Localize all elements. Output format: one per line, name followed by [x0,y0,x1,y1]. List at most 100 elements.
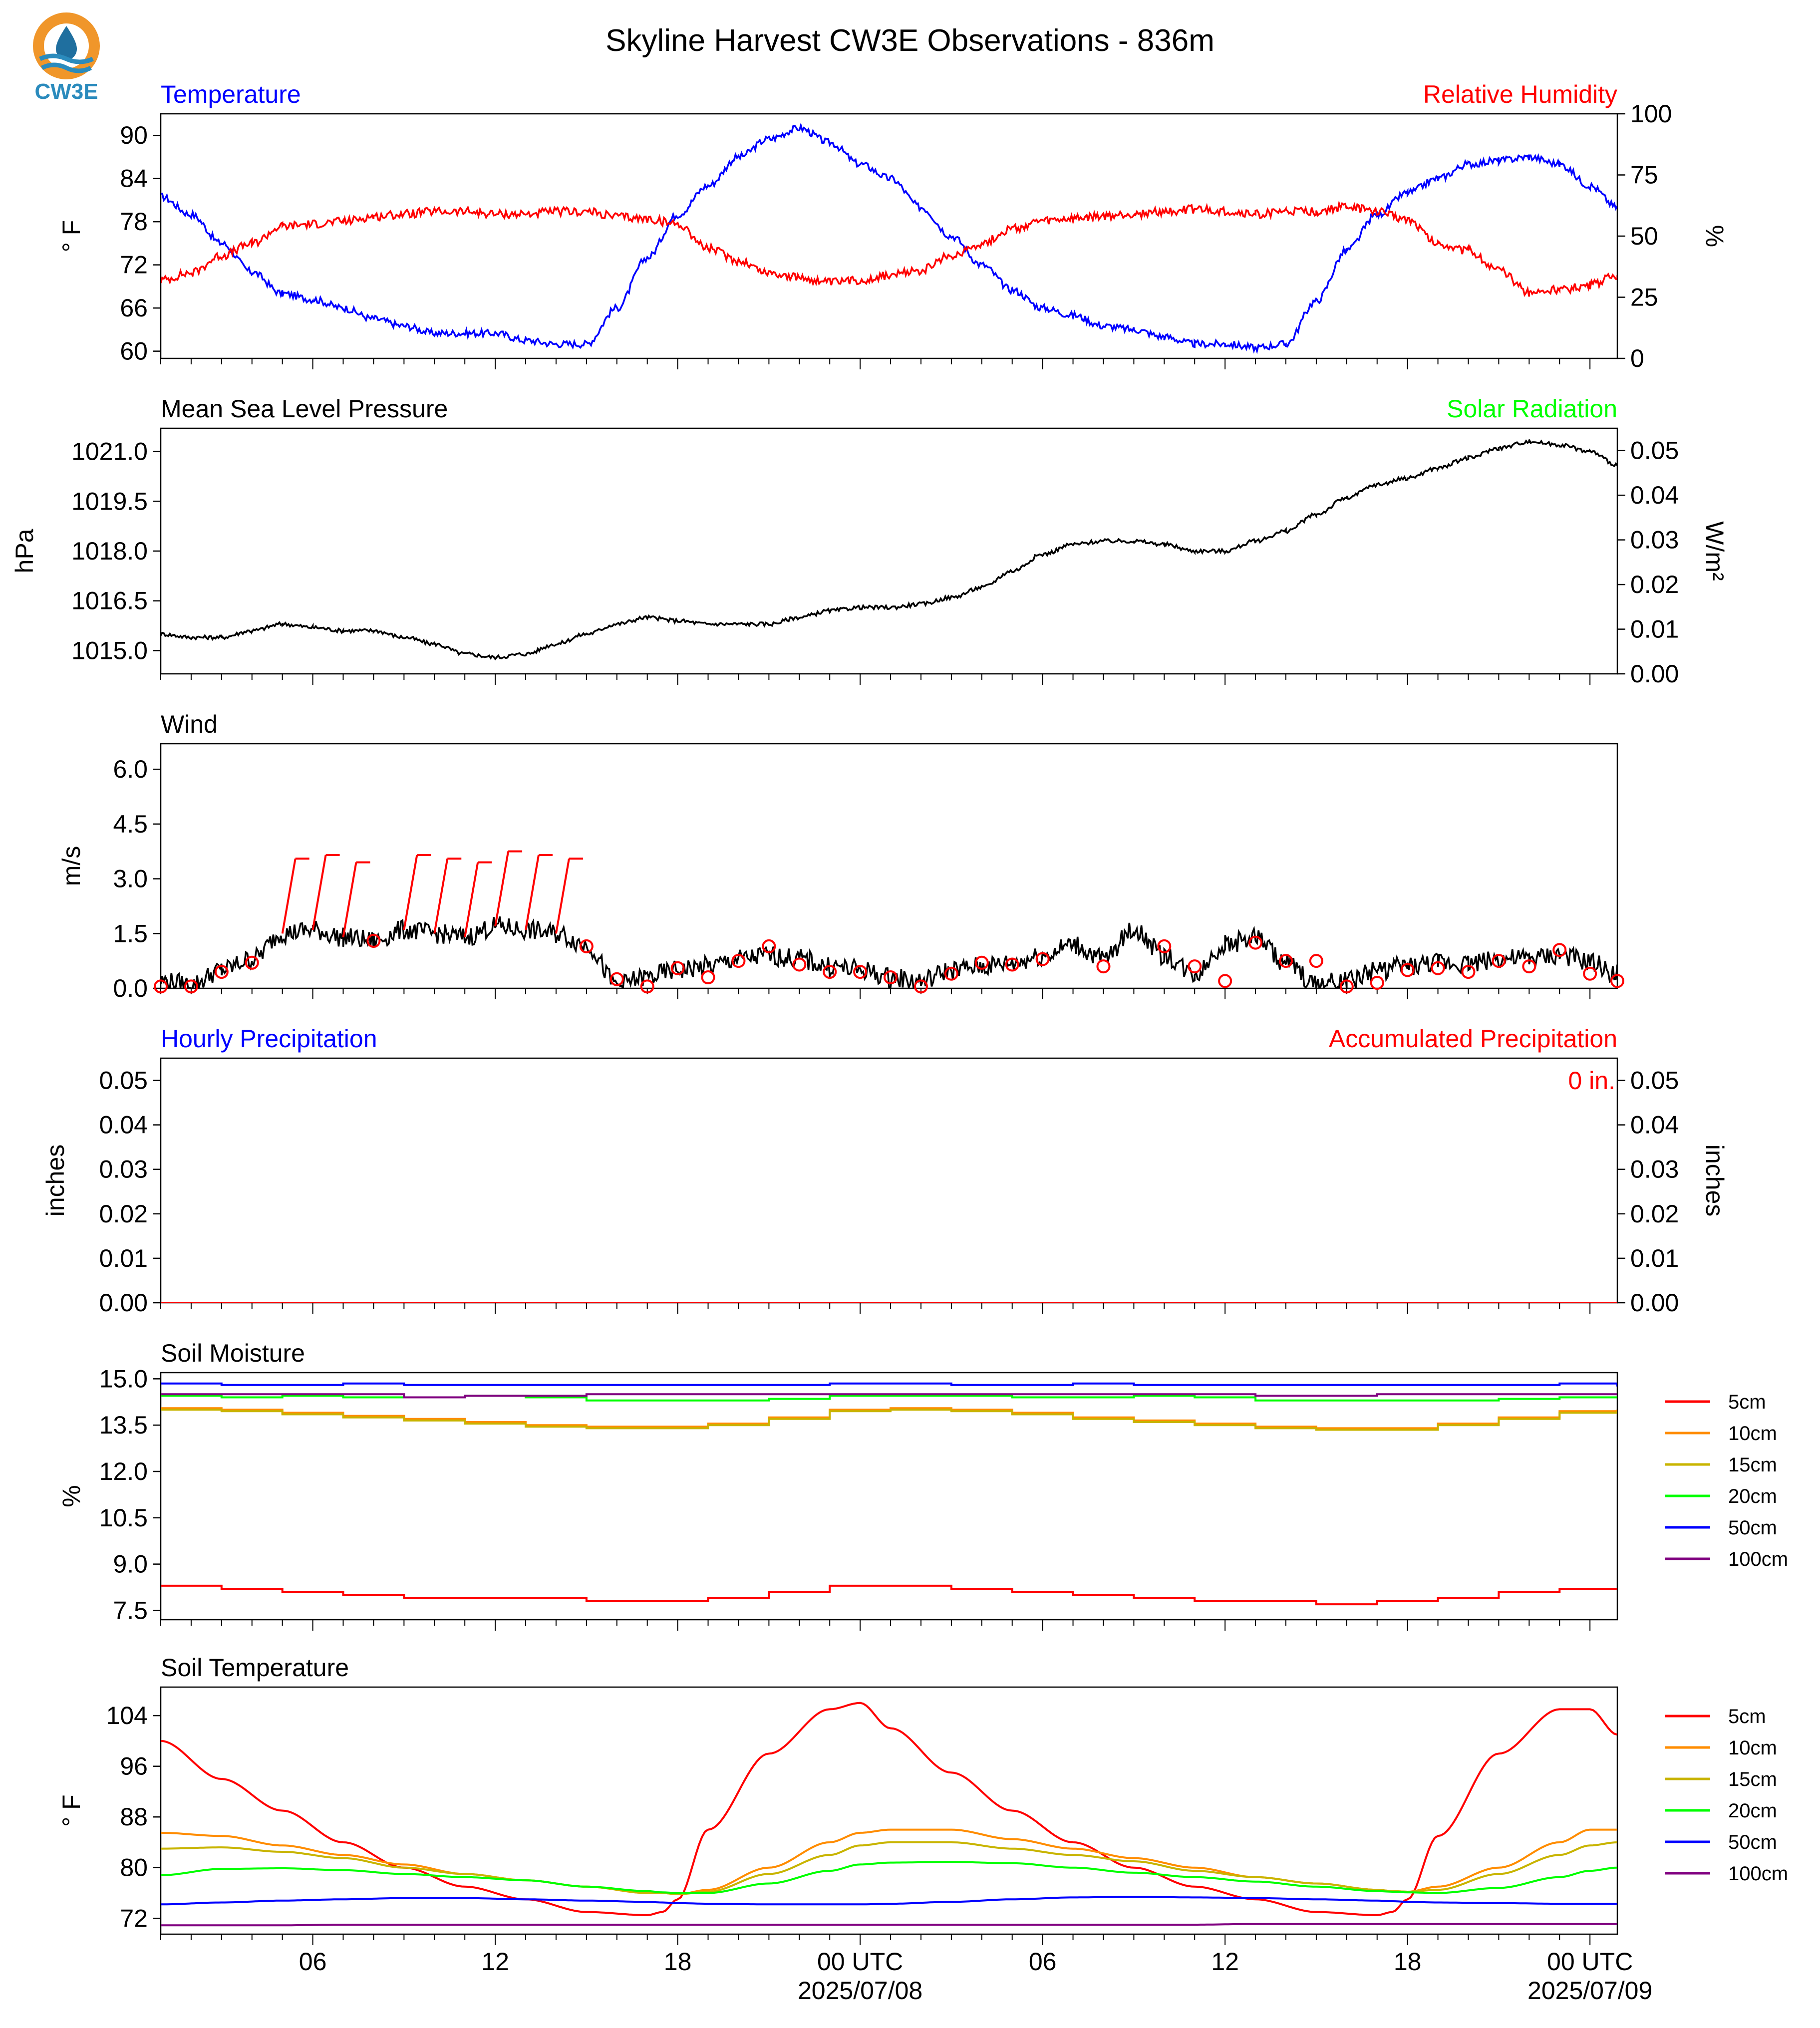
series-20cm [161,1395,1617,1402]
y-tick-label: 72 [120,251,148,279]
legend-label-10cm: 10cm [1728,1737,1777,1759]
series-20cm [161,1861,1617,1894]
y2-tick-label: 0.02 [1630,1200,1679,1228]
y2-tick-label: 0.00 [1630,660,1679,688]
y-axis-label: % [57,1485,85,1507]
y-tick-label: 13.5 [99,1411,148,1439]
y-tick-label: 0.02 [99,1200,148,1228]
y2-tick-label: 50 [1630,222,1658,250]
x-tick-label: 12 [1211,1948,1239,1976]
panel-temperature: Temperature Relative Humidity 60 66 72 78 84 90… [57,80,1729,372]
panel-frame [160,113,1618,359]
y2-tick-label: 0.00 [1630,1289,1679,1317]
y2-tick-label: 0.03 [1630,526,1679,554]
y-axis-label: hPa [10,529,38,573]
panel-soil_moisture: Soil Moisture 7.5 9.0 10.5 12.0 13.5 15.0% [57,1339,1618,1631]
panel-wind: Wind 0.0 1.5 3.0 4.5 6.0 m/s [57,710,1624,1002]
x-tick-label: 06 [1029,1948,1057,1976]
y-tick-label: 0.0 [113,974,148,1002]
wind-calm-marker [944,966,958,981]
series-15cm [161,1409,1617,1431]
wind-calm-marker [731,954,746,968]
wind-calm-marker [974,955,989,970]
y-tick-label: 96 [120,1752,148,1780]
series-5cm [161,1584,1617,1606]
y-tick-label: 84 [120,165,148,193]
wind-calm-marker [245,955,259,970]
wind-calm-marker [853,965,868,979]
series-100cm [161,1923,1617,1927]
y-tick-label: 1018.0 [71,537,148,565]
panel-frame [160,1057,1618,1304]
wind-calm-marker [579,939,594,953]
wind-calm-marker [1248,935,1263,950]
wind-calm-marker [701,970,715,985]
accumulated-total-label: 0 in. [1568,1067,1615,1095]
wind-calm-marker [1339,979,1354,994]
x-date-label: 2025/07/09 [1527,1977,1652,2005]
panel-title-right: Accumulated Precipitation [1329,1025,1617,1053]
y-tick-label: 0.03 [99,1156,148,1183]
x-tick-label: 12 [481,1948,509,1976]
y2-tick-label: 0.02 [1630,571,1679,598]
x-date-label: 2025/07/08 [798,1977,922,2005]
wind-calm-marker [640,979,654,994]
y2-tick-label: 75 [1630,161,1658,189]
x-tick-label: 06 [299,1948,327,1976]
wind-barb-shaft [433,858,449,934]
series-50cm [161,1382,1617,1387]
y-axis-label: ° F [57,1794,85,1826]
panel-soil_temperature: Soil Temperature 72 80 88 96 104 ° F [57,1654,1618,1945]
y2-axis-label: % [1701,225,1729,247]
y-axis-label: inches [41,1145,69,1217]
y2-tick-label: 0.04 [1630,481,1679,509]
y-tick-label: 1.5 [113,919,148,947]
y-tick-label: 90 [120,121,148,149]
wind-calm-marker [1309,954,1323,968]
y2-tick-label: 0.05 [1630,1067,1679,1095]
wind-calm-marker [1370,976,1384,990]
legend-label-100cm: 100cm [1728,1863,1788,1885]
wind-calm-marker [1005,957,1019,972]
y-tick-label: 80 [120,1854,148,1882]
panel-title-left: Mean Sea Level Pressure [161,395,448,423]
wind-calm-marker [1492,954,1506,968]
y2-axis-label: W/m² [1701,521,1729,580]
series-15cm [161,1841,1617,1896]
panel-title-left: Soil Moisture [161,1339,305,1367]
y-tick-label: 9.0 [113,1550,148,1578]
legend-label-10cm: 10cm [1728,1423,1777,1445]
y-tick-label: 6.0 [113,755,148,783]
figure-title: Skyline Harvest CW3E Observations - 836m [606,23,1214,58]
wind-barb-shaft [281,858,297,934]
panel-title-right: Solar Radiation [1447,395,1617,423]
wind-calm-marker [1583,966,1597,981]
wind-barb-shaft [464,862,479,937]
x-tick-label: 18 [664,1948,692,1976]
panel-title-left: Hourly Precipitation [161,1025,377,1053]
y-axis-label: m/s [57,846,85,886]
panel-frame [160,743,1618,989]
logo-drop-icon [56,26,77,60]
legends-group: 5cm 10cm 15cm 20cm 50cm 100cm 5cm 10cm 15cm 20cm 5… [1665,1391,1788,1885]
series-temperature [161,122,1617,354]
wind-barb-shaft [342,862,357,937]
wind-calm-marker [1157,939,1172,953]
legend-label-15cm: 15cm [1728,1768,1777,1790]
y-tick-label: 0.01 [99,1244,148,1272]
legend-label-15cm: 15cm [1728,1454,1777,1476]
wind-calm-marker [1431,961,1445,975]
panel-title-left: Temperature [161,80,301,108]
cw3e-logo: CW3E [33,12,100,104]
legend-label-5cm: 5cm [1728,1391,1766,1413]
panel-title-left: Wind [161,710,218,738]
series-relative-humidity [161,200,1617,297]
y2-tick-label: 0 [1630,344,1644,372]
wind-barb-shaft [403,855,418,930]
panel-frame [160,427,1618,675]
legend-label-50cm: 50cm [1728,1831,1777,1853]
series-mslp [161,439,1617,661]
y-tick-label: 15.0 [99,1365,148,1393]
y-tick-label: 3.0 [113,865,148,893]
x-tick-label: 00 UTC [1547,1948,1633,1976]
